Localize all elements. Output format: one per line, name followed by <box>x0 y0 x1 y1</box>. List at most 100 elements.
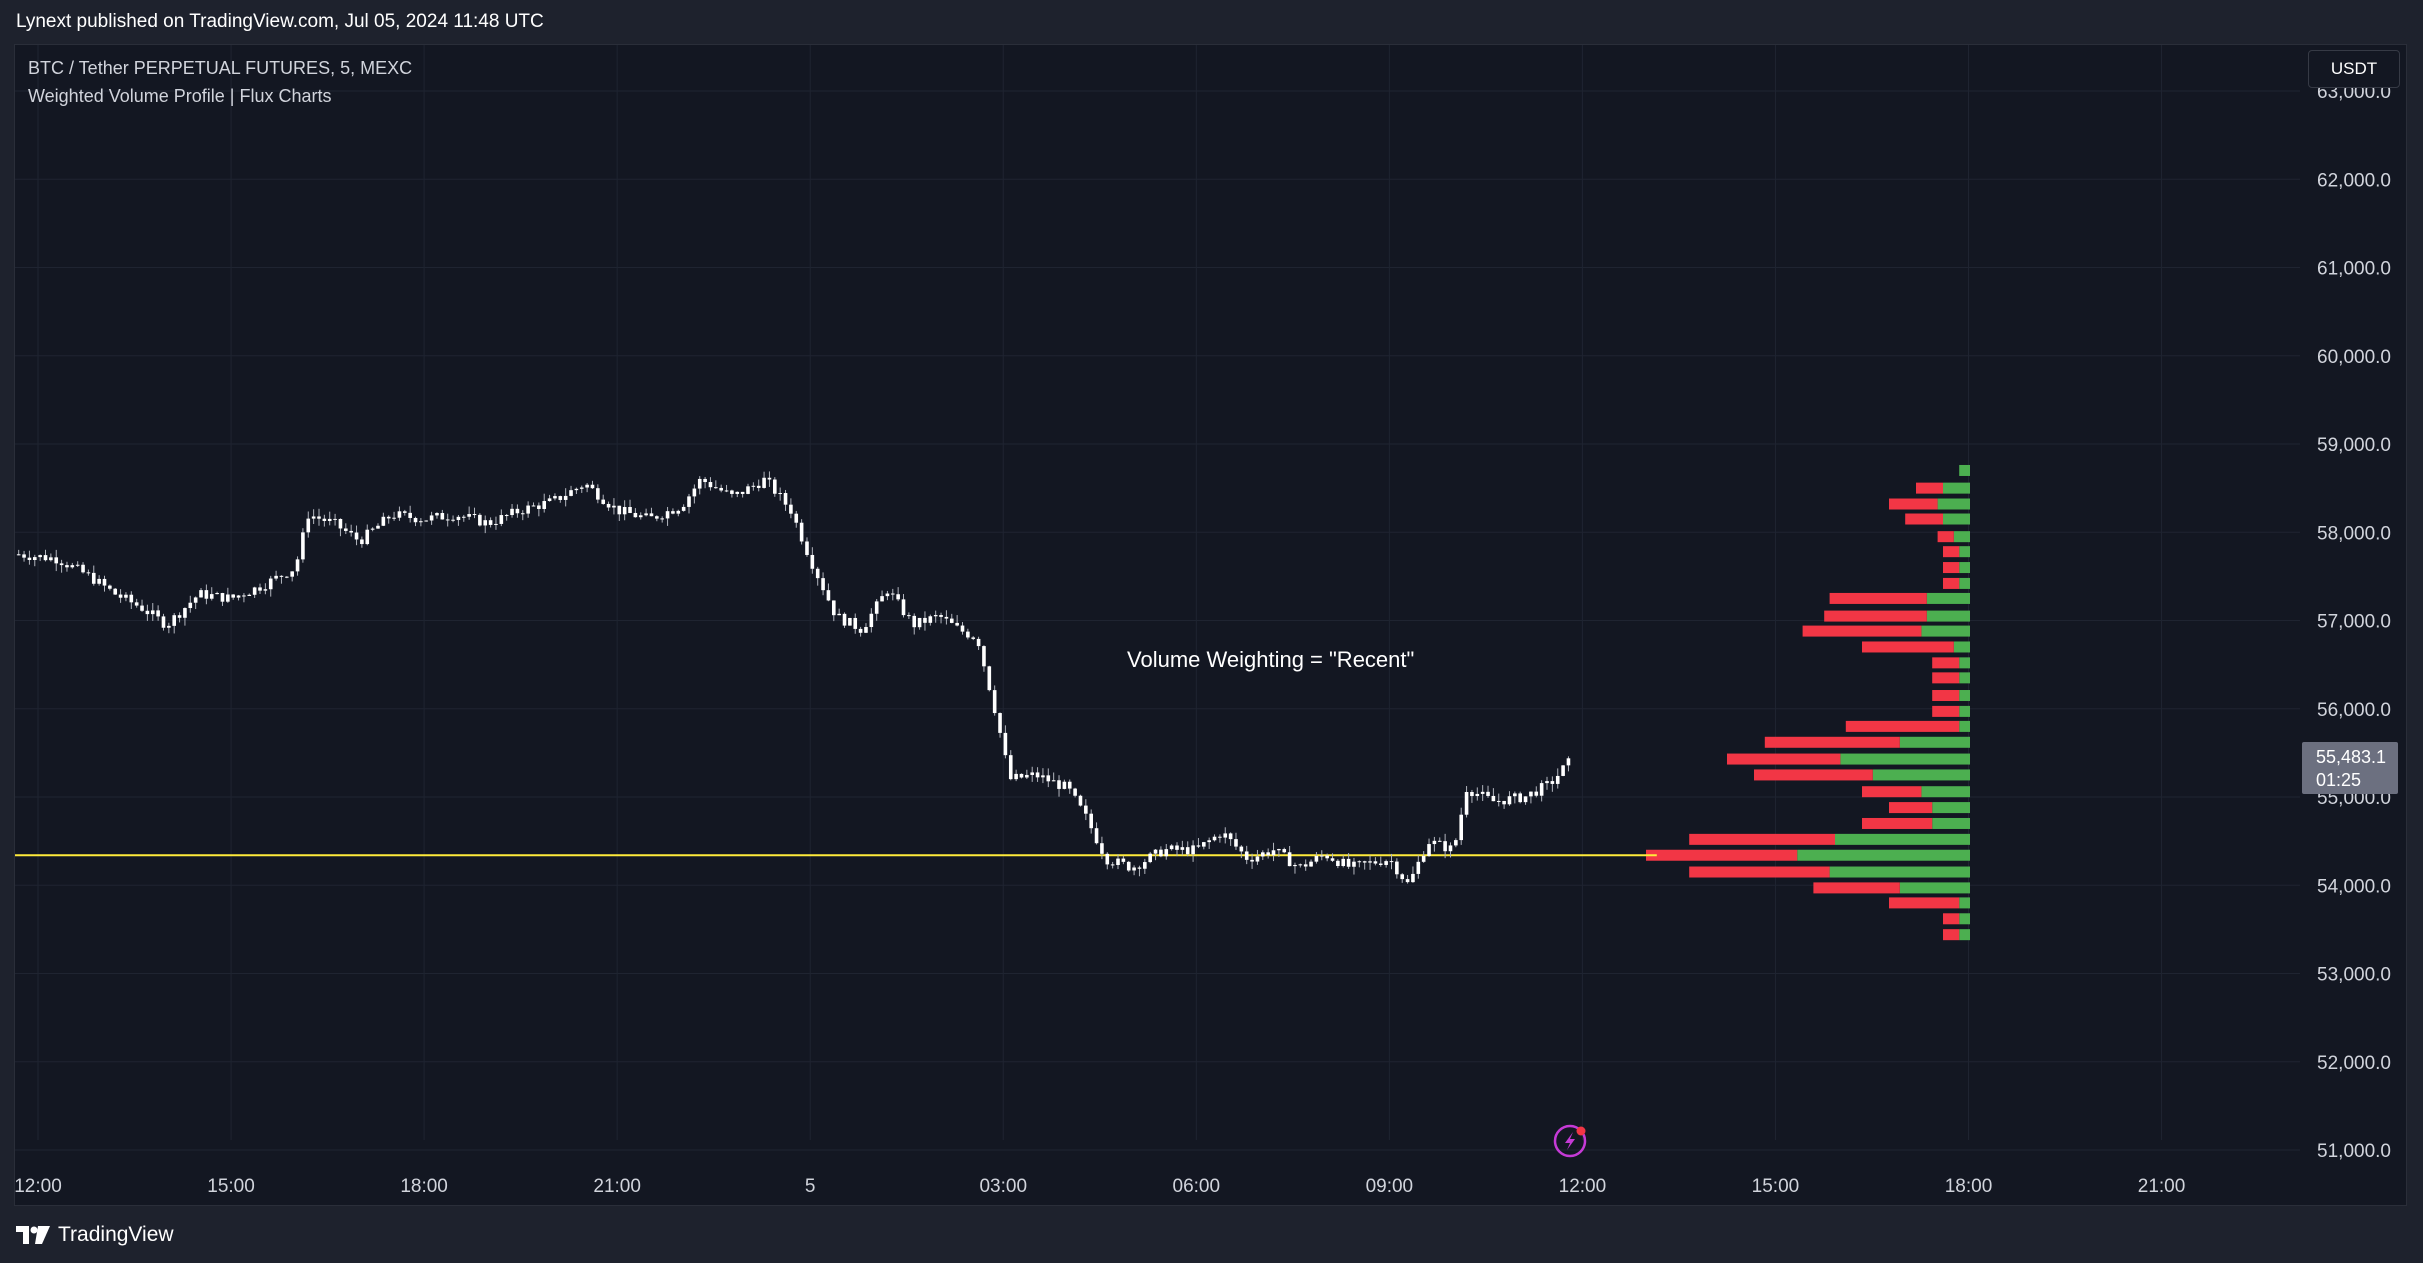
candle <box>1486 785 1490 798</box>
time-tick-label: 15:00 <box>207 1176 255 1197</box>
candle <box>520 510 525 521</box>
candle <box>504 513 509 521</box>
candle <box>1116 854 1120 870</box>
candle <box>821 572 825 596</box>
candle <box>1239 845 1244 859</box>
time-tick-label: 12:00 <box>1559 1176 1607 1197</box>
candle <box>91 565 96 586</box>
candle <box>1175 842 1179 857</box>
candle <box>1202 841 1206 850</box>
candle <box>1003 725 1008 759</box>
candle <box>188 595 193 613</box>
candle <box>579 485 584 493</box>
price-tick-label: 53,000.0 <box>2317 965 2391 986</box>
candle <box>1067 779 1072 794</box>
volume-row <box>1802 625 1970 637</box>
candle <box>526 501 530 518</box>
indicator-title[interactable]: Weighted Volume Profile | Flux Charts <box>28 86 332 106</box>
candle <box>1309 859 1313 867</box>
candle <box>1185 841 1190 857</box>
time-tick-label: 18:00 <box>1945 1176 1993 1197</box>
tradingview-logo[interactable]: TradingView <box>16 1223 174 1247</box>
volume-row <box>1943 929 1970 941</box>
candle <box>220 592 225 606</box>
candles <box>16 471 1571 884</box>
candle <box>756 479 761 492</box>
candle <box>1314 852 1319 864</box>
candle <box>1545 776 1549 790</box>
volume-row <box>1689 866 1970 878</box>
candle <box>1405 874 1410 884</box>
candle <box>22 550 26 562</box>
candle <box>247 593 252 597</box>
candle <box>1180 840 1185 856</box>
symbol-title[interactable]: BTC / Tether PERPETUAL FUTURES, 5, MEXC <box>28 58 413 78</box>
volume-buy-bar <box>1840 753 1970 765</box>
tradingview-logo-text: TradingView <box>58 1222 174 1246</box>
candle <box>1400 873 1405 883</box>
volume-sell-bar <box>1937 531 1954 543</box>
candle <box>1341 855 1346 868</box>
candle <box>917 617 922 630</box>
candle <box>660 516 664 523</box>
bar-countdown: 01:25 <box>2316 770 2362 790</box>
candle <box>301 528 305 563</box>
candle <box>649 507 654 517</box>
candle <box>134 598 139 608</box>
volume-sell-bar <box>1862 641 1954 653</box>
candle <box>542 493 547 513</box>
candle <box>724 484 729 493</box>
candle <box>848 617 852 626</box>
candle <box>1373 857 1378 866</box>
candle <box>467 506 471 520</box>
volume-sell-bar <box>1824 610 1927 622</box>
volume-buy-bar <box>1937 498 1970 510</box>
currency-button[interactable]: USDT <box>2308 50 2400 88</box>
candle <box>295 556 300 576</box>
volume-buy-bar <box>1959 897 1970 909</box>
candle <box>102 575 107 592</box>
candle <box>1395 858 1399 879</box>
candle <box>209 587 214 601</box>
price-axis[interactable]: 51,000.052,000.053,000.054,000.055,000.0… <box>2317 82 2391 1162</box>
candle <box>183 607 187 626</box>
candle <box>1266 848 1270 859</box>
candle <box>1207 837 1211 849</box>
candle <box>327 511 332 526</box>
candle <box>81 562 85 574</box>
price-tick-label: 60,000.0 <box>2317 347 2391 368</box>
candle <box>65 561 69 572</box>
chart-panel[interactable] <box>14 44 2407 1206</box>
candle <box>1325 853 1329 862</box>
time-axis[interactable]: 12:00 15:00 18:00 21:00 5 03:00 06:00 09:00 12:0… <box>14 1176 2185 1197</box>
volume-buy-bar <box>1926 592 1970 604</box>
candle <box>1529 791 1533 804</box>
candle <box>1271 842 1276 862</box>
lightning-bolt-icon[interactable] <box>1553 1124 1587 1158</box>
candle <box>435 512 439 519</box>
volume-sell-bar <box>1764 736 1900 748</box>
candle <box>901 594 906 618</box>
volume-sell-bar <box>1916 482 1943 494</box>
candle <box>574 487 579 494</box>
price-tick-label: 57,000.0 <box>2317 612 2391 633</box>
candle <box>681 504 686 512</box>
price-tick-label: 62,000.0 <box>2317 170 2391 191</box>
candle <box>140 599 144 612</box>
candle <box>429 511 434 525</box>
candle <box>1255 849 1260 865</box>
candle <box>317 508 321 526</box>
volume-buy-bar <box>1959 720 1970 732</box>
volume-sell-bar <box>1932 672 1960 684</box>
time-tick-label: 03:00 <box>979 1176 1027 1197</box>
candle <box>381 512 386 527</box>
candle <box>456 514 461 526</box>
candle <box>1057 775 1061 797</box>
time-tick-label: 15:00 <box>1752 1176 1800 1197</box>
price-tick-label: 54,000.0 <box>2317 876 2391 897</box>
candle <box>1368 855 1372 870</box>
candle <box>494 516 498 530</box>
volume-buy-bar <box>1926 610 1970 622</box>
candle <box>612 498 616 515</box>
